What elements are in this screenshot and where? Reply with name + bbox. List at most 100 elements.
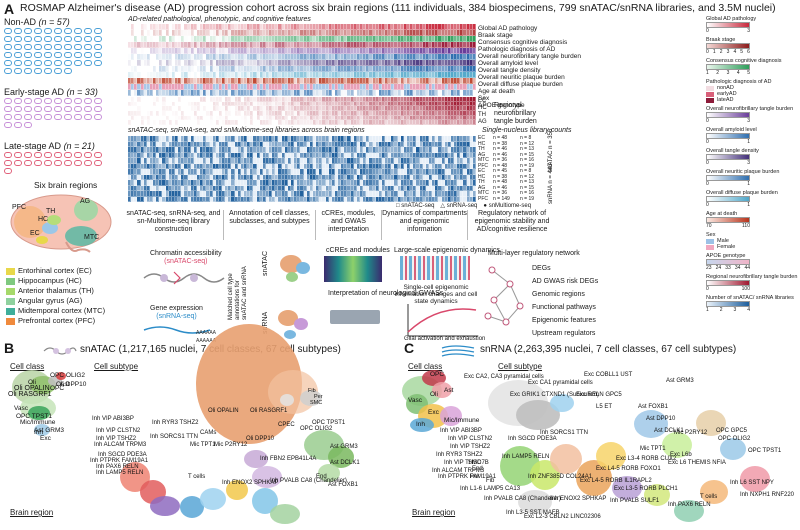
- heatmap-cell: [372, 48, 376, 54]
- heatmap-cell: [212, 78, 216, 84]
- heatmap-cell: [209, 60, 213, 66]
- heatmap-cell: [168, 106, 172, 111]
- heatmap-cell: [294, 106, 298, 111]
- heatmap-cell: [206, 169, 210, 175]
- heatmap-cell: [156, 174, 160, 180]
- heatmap-cell: [338, 54, 342, 60]
- heatmap-cell: [128, 185, 132, 191]
- heatmap-cell: [388, 72, 392, 78]
- heatmap-cell: [378, 158, 382, 164]
- network-item: Functional pathways: [532, 304, 596, 311]
- heatmap-cell: [303, 180, 307, 186]
- heatmap-cell: [178, 163, 182, 169]
- heatmap-cell: [200, 84, 204, 90]
- heatmap-cell: [203, 101, 207, 107]
- heatmap-cell: [181, 106, 185, 111]
- heatmap-cell: [175, 54, 179, 60]
- heatmap-cell: [291, 72, 295, 78]
- heatmap-cell: [297, 191, 301, 197]
- heatmap-cell: [338, 147, 342, 153]
- heatmap-cell: [269, 36, 273, 42]
- heatmap-cell: [410, 115, 414, 121]
- heatmap-cell: [184, 158, 188, 164]
- heatmap-cell: [403, 174, 408, 180]
- heatmap-cell: [422, 158, 426, 164]
- heatmap-cell: [303, 90, 307, 96]
- heatmap-cell: [322, 42, 326, 48]
- heatmap-cell: [178, 24, 182, 30]
- heatmap-cell: [410, 48, 414, 54]
- heatmap-cell: [444, 158, 448, 164]
- heatmap-cell: [366, 185, 370, 191]
- heatmap-cell: [469, 163, 473, 169]
- cluster-label: Inh PVALB SULF1: [610, 498, 660, 504]
- heatmap-cell: [334, 158, 339, 164]
- heatmap-cell: [472, 110, 476, 116]
- heatmap-cell: [369, 66, 373, 72]
- heatmap-cell: [381, 48, 386, 54]
- heatmap-cell: [441, 152, 445, 158]
- heatmap-cell: [187, 136, 191, 142]
- heatmap-cell: [416, 101, 420, 107]
- heatmap-cell: [240, 158, 244, 164]
- heatmap-cell: [287, 147, 292, 153]
- heatmap-cell: [275, 174, 279, 180]
- heatmap-cell: [231, 115, 235, 121]
- heatmap-cell: [312, 180, 317, 186]
- heatmap-cell: [162, 106, 166, 111]
- heatmap-cell: [312, 30, 317, 36]
- heatmap-cell: [363, 97, 367, 102]
- heatmap-cell: [397, 30, 401, 36]
- heatmap-cell: [187, 84, 191, 90]
- heatmap-cell: [140, 106, 144, 111]
- heatmap-cell: [419, 147, 423, 153]
- library-count-row: EC n = 45 n = 8: [478, 168, 534, 175]
- heatmap-cell: [196, 185, 201, 191]
- trait-labels: Global AD pathology Braak stage Consensus …: [478, 25, 581, 109]
- heatmap-cell: [334, 120, 339, 125]
- heatmap-cell: [240, 147, 244, 153]
- heatmap-cell: [316, 191, 320, 197]
- heatmap-cell: [231, 141, 235, 147]
- heatmap-cell: [269, 191, 273, 197]
- heatmap-cell: [435, 152, 439, 158]
- heatmap-cell: [460, 191, 464, 197]
- heatmap-cell: [222, 180, 226, 186]
- heatmap-cell: [253, 42, 257, 48]
- heatmap-cell: [137, 191, 141, 197]
- legend-tick: 24: [715, 265, 722, 271]
- heatmap-cell: [134, 72, 138, 78]
- heatmap-cell: [175, 48, 179, 54]
- heatmap-cell: [403, 106, 408, 111]
- heatmap-cell: [193, 120, 197, 125]
- heatmap-cell: [438, 141, 442, 147]
- heatmap-cell: [322, 185, 326, 191]
- heatmap-cell: [381, 185, 386, 191]
- heatmap-cell: [209, 110, 213, 116]
- heatmap-cell: [250, 169, 254, 175]
- library-count-row: MTC n = 36 n = 16: [478, 157, 534, 164]
- heatmap-cell: [165, 24, 169, 30]
- heatmap-cell: [146, 158, 150, 164]
- class-label: Mic/Immune: [20, 419, 56, 426]
- heatmap-cell: [369, 163, 373, 169]
- heatmap-cell: [165, 60, 169, 66]
- heatmap-cell: [278, 174, 282, 180]
- heatmap-cell: [388, 48, 392, 54]
- heatmap-cell: [350, 158, 354, 164]
- heatmap-cell: [388, 136, 392, 142]
- legend-tick: 3: [726, 49, 730, 55]
- heatmap-cell: [240, 136, 244, 142]
- heatmap-cell: [316, 180, 320, 186]
- heatmap-cell: [203, 174, 207, 180]
- heatmap-cell: [381, 196, 386, 202]
- heatmap-cell: [407, 54, 411, 60]
- heatmap-cell: [328, 180, 332, 186]
- heatmap-cell: [284, 78, 288, 84]
- heatmap-cell: [215, 84, 219, 90]
- heatmap-cell: [341, 24, 345, 30]
- cluster-label: Inh PAX6 RELN: [668, 502, 711, 508]
- heatmap-cell: [410, 196, 414, 202]
- heatmap-cell: [397, 196, 401, 202]
- heatmap-cell: [444, 106, 448, 111]
